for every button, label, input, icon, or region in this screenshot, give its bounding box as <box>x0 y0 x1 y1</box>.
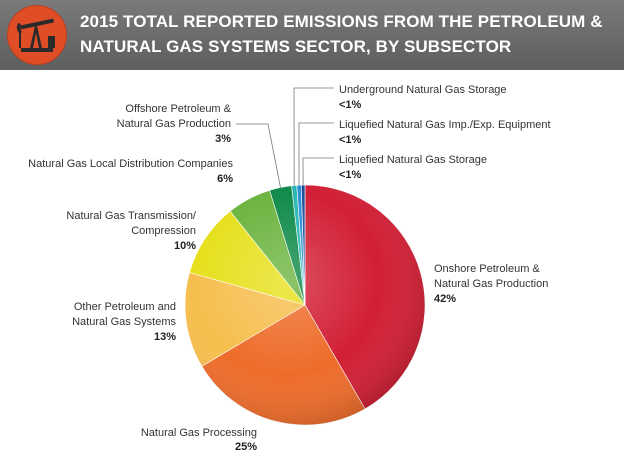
label-other-value: 13% <box>154 331 176 343</box>
label-transmission-line1: Natural Gas Transmission/ <box>66 210 197 222</box>
label-onshore-line2: Natural Gas Production <box>434 278 548 290</box>
leader-line-lng-storage <box>302 157 334 186</box>
label-ldc: Natural Gas Local Distribution Companies <box>28 158 233 170</box>
label-lng-storage-value: <1% <box>339 169 362 181</box>
label-processing: Natural Gas Processing <box>141 427 257 439</box>
label-other-line1: Other Petroleum and <box>74 301 176 313</box>
label-offshore-line1: Offshore Petroleum & <box>125 103 231 115</box>
label-onshore-line1: Onshore Petroleum & <box>434 263 540 275</box>
chart-title-line-1: 2015 TOTAL REPORTED EMISSIONS FROM THE P… <box>80 12 603 31</box>
pie-slices <box>184 184 426 426</box>
leader-line-underground-storage <box>293 87 334 186</box>
label-offshore-line2: Natural Gas Production <box>117 118 231 130</box>
title-bar: 2015 TOTAL REPORTED EMISSIONS FROM THE P… <box>0 0 624 70</box>
label-ldc-value: 6% <box>217 173 233 185</box>
leader-lines <box>236 87 334 188</box>
label-lng-import-export-value: <1% <box>339 134 362 146</box>
label-offshore-value: 3% <box>215 133 231 145</box>
label-other-line2: Natural Gas Systems <box>72 316 176 328</box>
label-underground-storage-value: <1% <box>339 99 362 111</box>
label-onshore-value: 42% <box>434 293 456 305</box>
label-transmission-value: 10% <box>174 240 196 252</box>
oil-pump-jack-icon <box>8 6 66 64</box>
leader-line-offshore <box>236 123 281 188</box>
label-underground-storage: Underground Natural Gas Storage <box>339 84 507 96</box>
label-lng-import-export: Liquefied Natural Gas Imp./Exp. Equipmen… <box>339 119 551 131</box>
chart-title-line-2: NATURAL GAS SYSTEMS SECTOR, BY SUBSECTOR <box>80 37 512 56</box>
label-transmission-line2: Compression <box>131 225 196 237</box>
leader-line-lng-import-export <box>298 122 334 186</box>
chart-title: 2015 TOTAL REPORTED EMISSIONS FROM THE P… <box>80 9 616 59</box>
label-lng-storage: Liquefied Natural Gas Storage <box>339 154 487 166</box>
label-processing-value: 25% <box>235 441 257 453</box>
